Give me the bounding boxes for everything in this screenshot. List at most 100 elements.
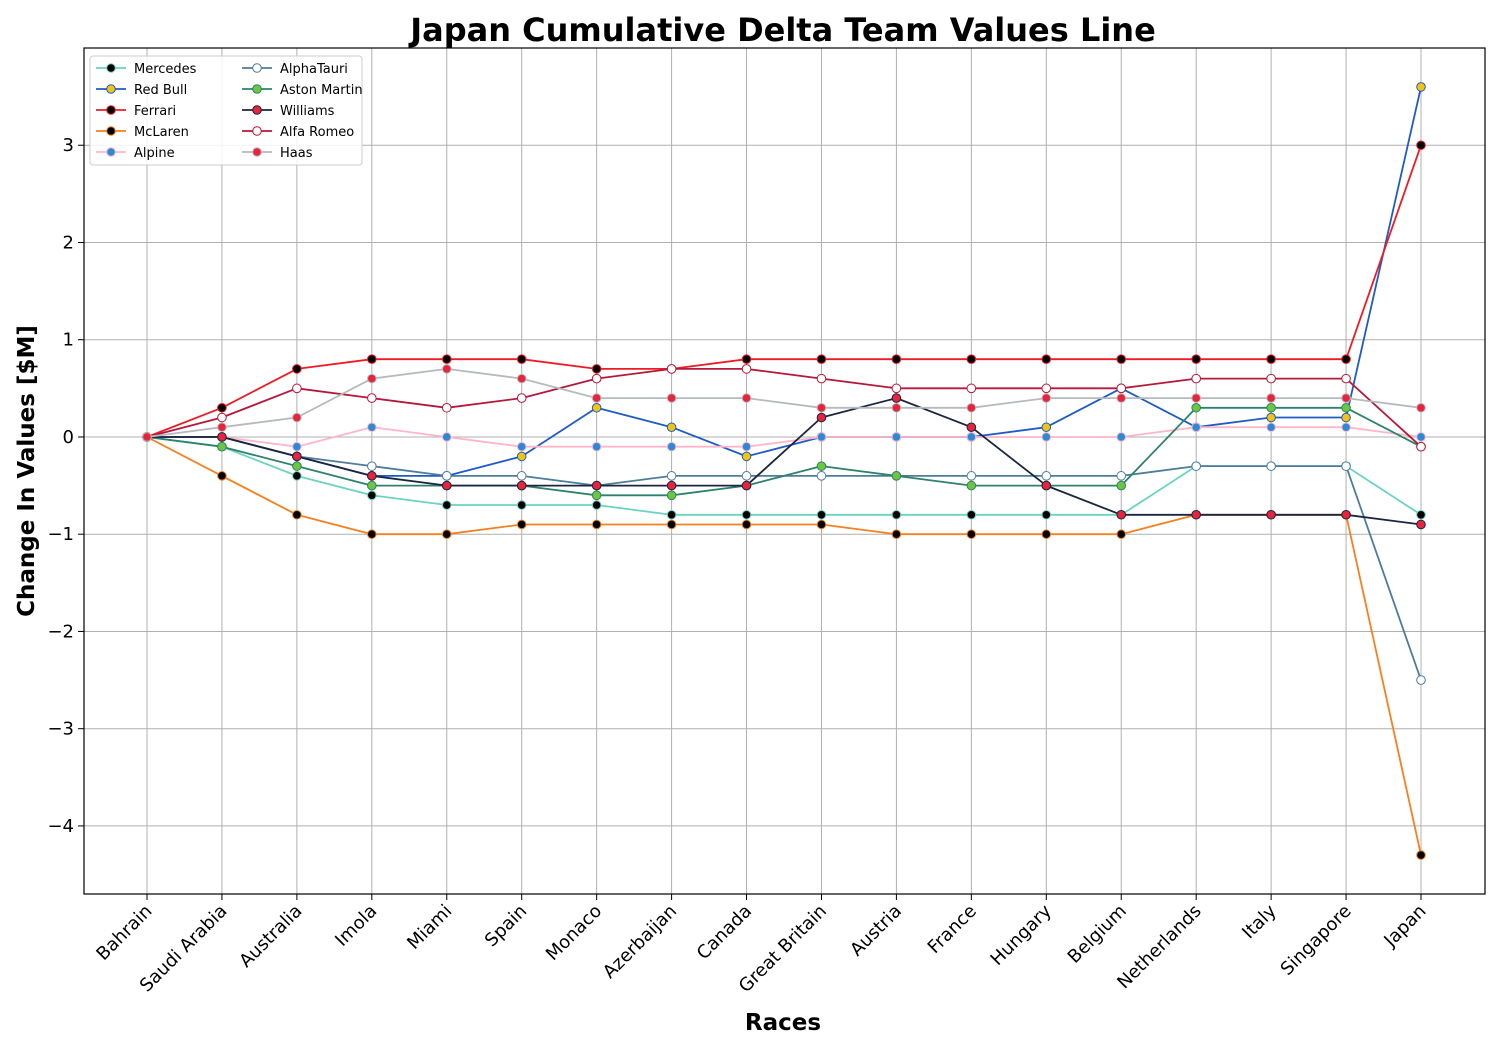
data-point: [1191, 461, 1201, 471]
data-point: [217, 412, 227, 423]
data-point: [966, 509, 977, 520]
data-point: [1191, 509, 1201, 520]
data-point: [1191, 373, 1201, 384]
data-point: [1116, 509, 1127, 520]
data-point: [1041, 354, 1052, 364]
series-mclaren: [142, 432, 1426, 860]
data-point: [516, 393, 527, 403]
y-tick-label: 0: [63, 427, 74, 448]
data-point: [1416, 441, 1426, 452]
series-line: [146, 436, 1422, 856]
x-tick-label: Miami: [403, 901, 456, 954]
data-point: [441, 500, 452, 510]
data-point: [367, 393, 377, 403]
series-line: [147, 436, 1422, 681]
legend-marker: [252, 105, 262, 115]
data-point: [666, 519, 677, 530]
x-tick-label: Singapore: [1277, 901, 1356, 980]
data-point: [666, 490, 677, 501]
data-point: [741, 393, 752, 403]
data-point: [891, 432, 902, 442]
data-point: [217, 471, 227, 481]
legend-label: Red Bull: [134, 83, 187, 98]
data-point: [367, 480, 377, 491]
data-point: [1116, 480, 1127, 491]
y-axis-label: Change In Values [$M]: [14, 325, 40, 617]
data-point: [1341, 422, 1351, 433]
data-point: [367, 422, 377, 433]
legend-entry: Ferrari: [96, 104, 176, 119]
data-point: [666, 480, 677, 491]
data-point: [1041, 432, 1052, 442]
data-point: [816, 471, 827, 481]
data-point: [966, 402, 977, 413]
data-point: [292, 461, 302, 471]
data-point: [1266, 412, 1276, 423]
series-group: [142, 82, 1426, 860]
y-tick-label: −1: [47, 524, 74, 545]
data-point: [816, 461, 827, 471]
data-point: [1041, 509, 1052, 520]
data-point: [516, 471, 527, 481]
data-point: [367, 461, 377, 471]
data-point: [891, 402, 902, 413]
data-point: [966, 529, 977, 540]
data-point: [816, 432, 827, 442]
data-point: [1416, 519, 1426, 530]
x-tick-label: Hungary: [987, 900, 1056, 969]
data-point: [741, 519, 752, 530]
chart-title: Japan Cumulative Delta Team Values Line: [408, 11, 1156, 49]
data-point: [441, 480, 452, 491]
series-williams: [142, 393, 1426, 530]
legend-marker: [252, 126, 262, 136]
data-point: [1116, 354, 1127, 364]
series-line: [146, 367, 1422, 438]
series-haas: [142, 364, 1426, 442]
x-tick-label: Imola: [331, 901, 381, 951]
series-line: [146, 367, 1422, 448]
data-point: [591, 519, 602, 530]
data-point: [1266, 509, 1276, 520]
data-point: [666, 441, 677, 452]
data-point: [1116, 393, 1127, 403]
series-alphatauri: [142, 432, 1426, 685]
data-point: [1341, 461, 1351, 471]
data-point: [966, 471, 977, 481]
data-point: [516, 451, 527, 462]
data-point: [292, 451, 302, 462]
legend-label: McLaren: [134, 125, 189, 140]
data-point: [966, 354, 977, 364]
data-point: [217, 441, 227, 452]
legend-label: AlphaTauri: [280, 62, 348, 77]
data-point: [1341, 509, 1351, 520]
legend-label: Aston Martin: [280, 83, 363, 98]
data-point: [891, 354, 902, 364]
data-point: [516, 373, 527, 384]
data-point: [1041, 480, 1052, 491]
grid: [84, 48, 1485, 894]
data-point: [816, 519, 827, 530]
data-point: [1416, 140, 1426, 151]
x-tick-label: France: [924, 901, 981, 958]
data-point: [741, 451, 752, 462]
data-point: [441, 432, 452, 442]
data-point: [142, 432, 152, 442]
data-point: [217, 402, 227, 413]
data-point: [741, 509, 752, 520]
data-point: [516, 480, 527, 491]
data-point: [966, 432, 977, 442]
data-point: [292, 383, 302, 394]
legend-label: Haas: [280, 146, 313, 161]
data-point: [441, 402, 452, 413]
data-point: [741, 354, 752, 364]
legend-frame: [89, 55, 363, 166]
legend-entry: Aston Martin: [242, 83, 363, 98]
x-tick-label: Spain: [481, 901, 531, 951]
data-point: [666, 393, 677, 403]
x-tick-label: Canada: [693, 901, 756, 964]
data-point: [367, 373, 377, 384]
legend-marker: [106, 147, 116, 157]
legend-marker: [252, 147, 262, 157]
data-point: [217, 432, 227, 442]
